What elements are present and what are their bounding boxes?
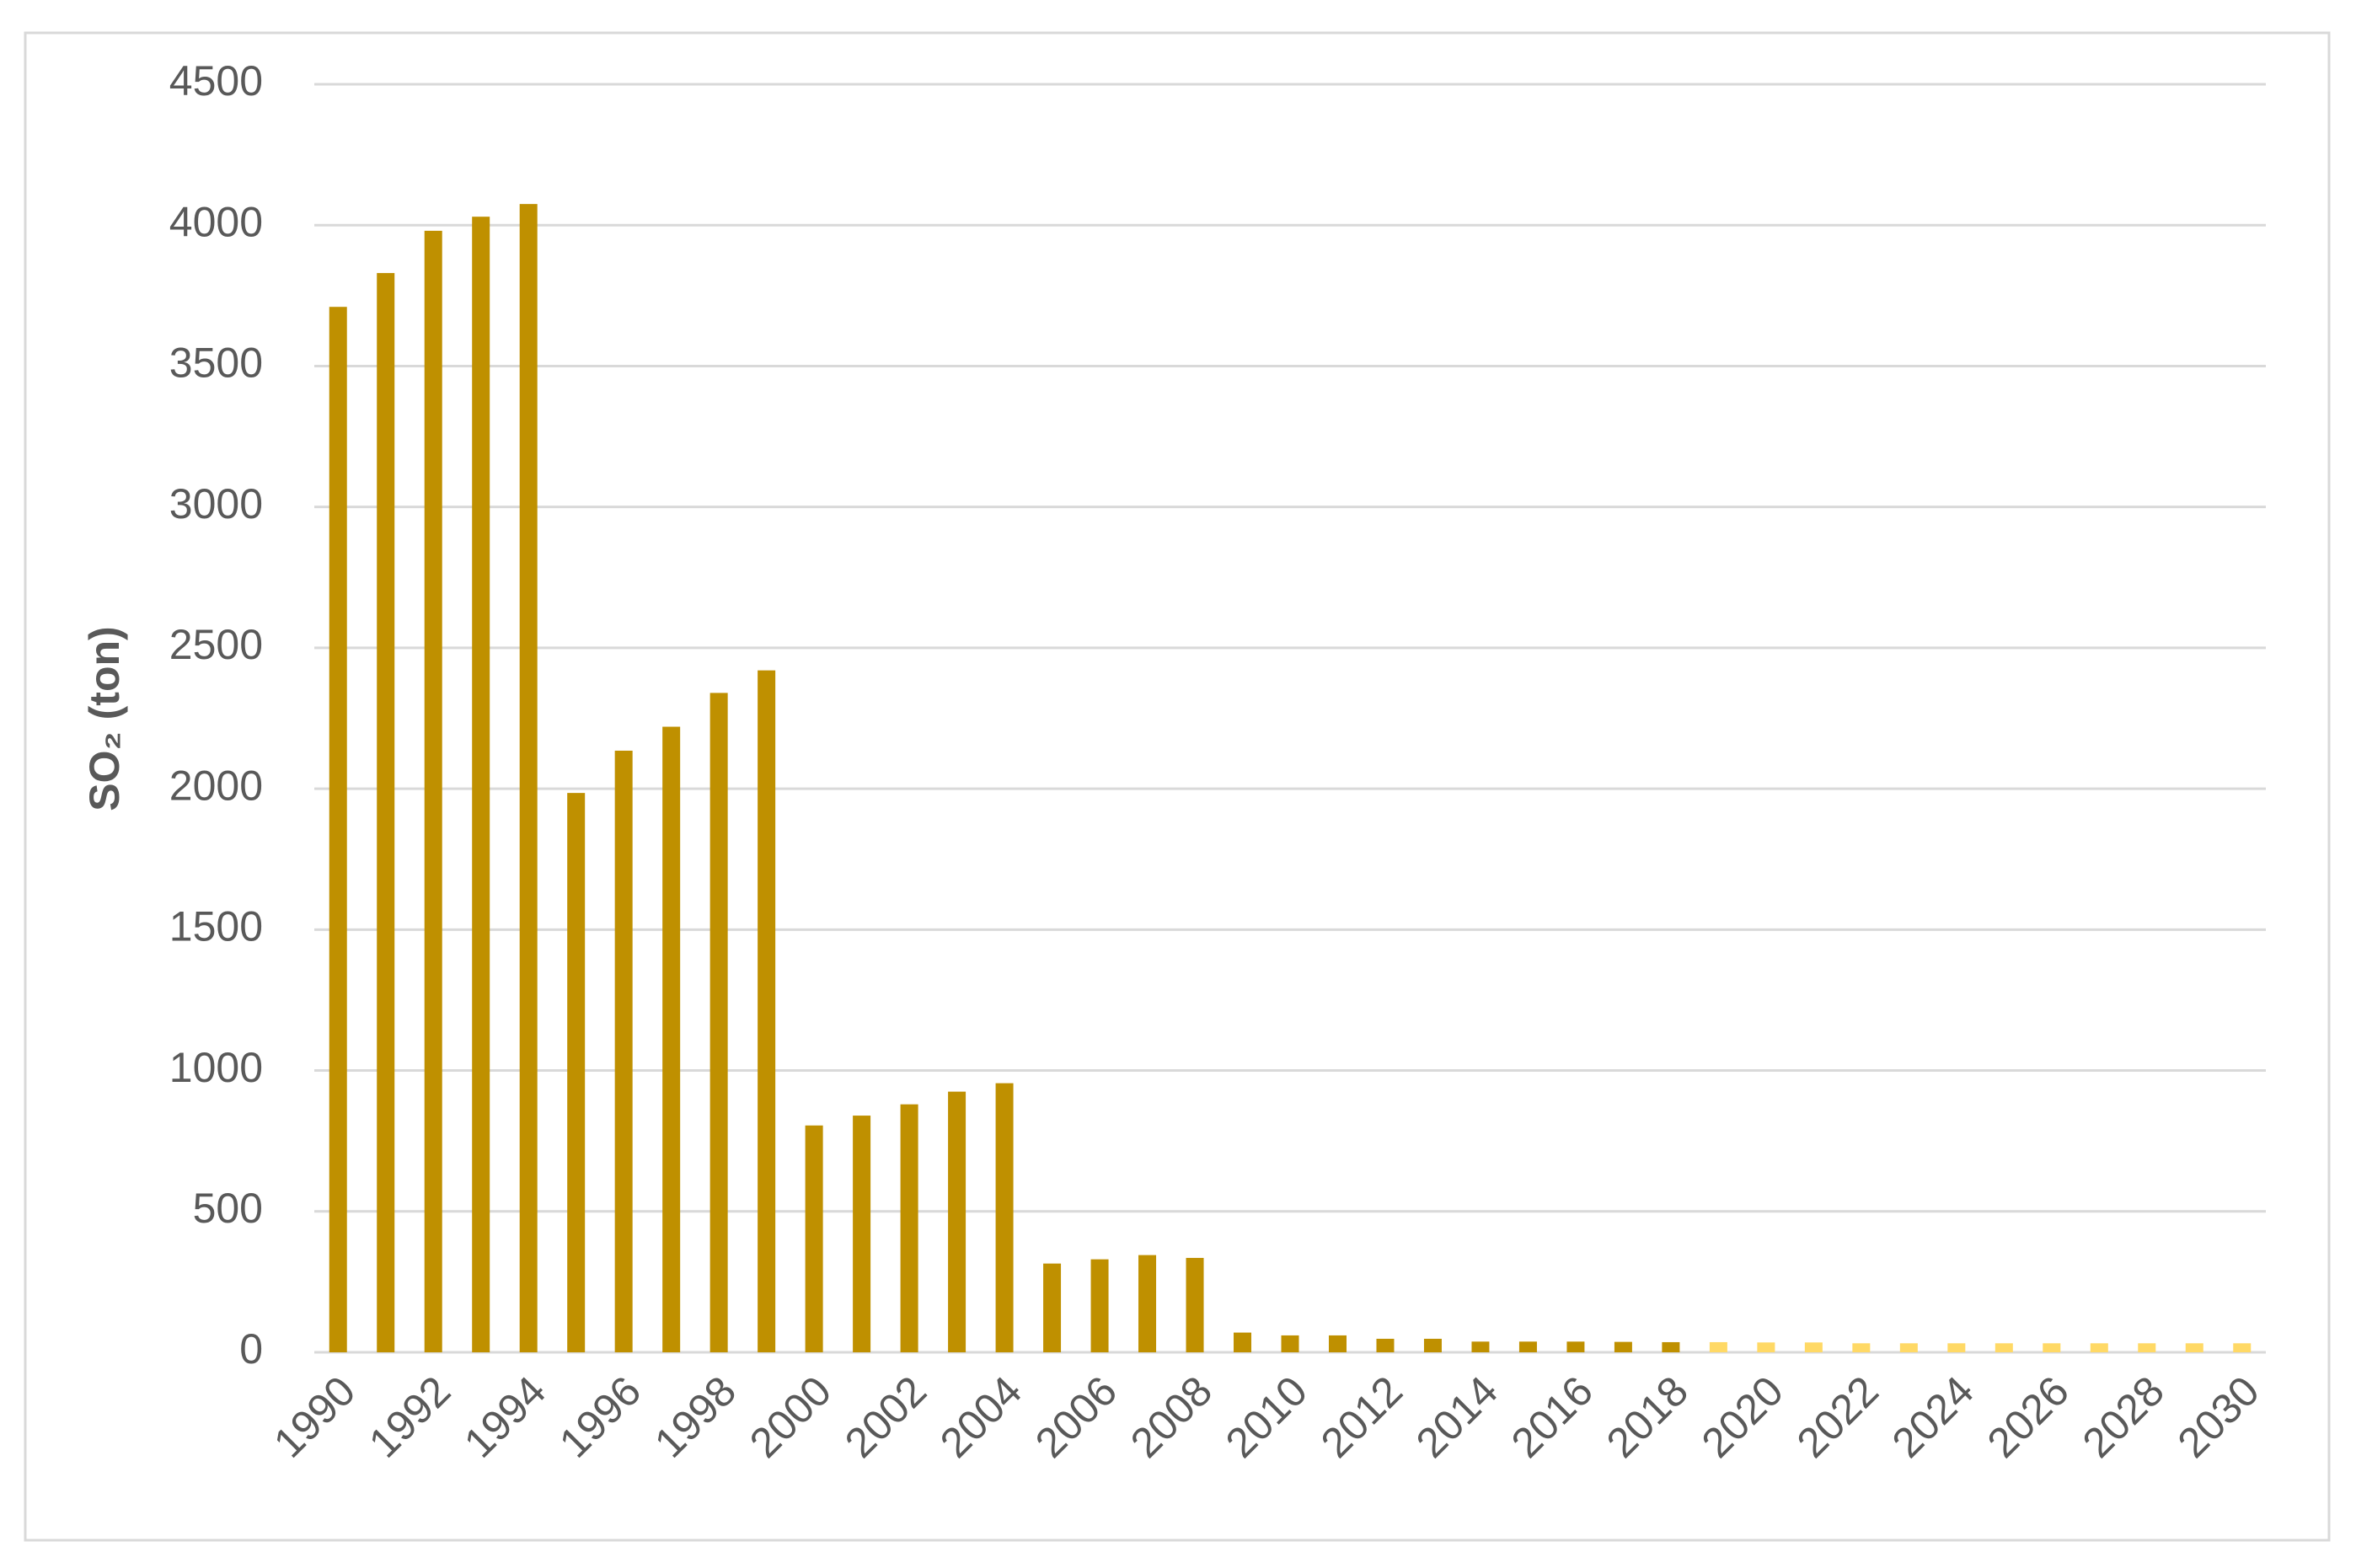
bar — [1614, 1341, 1632, 1352]
bar — [1471, 1341, 1490, 1352]
y-tick-label: 0 — [239, 1325, 263, 1373]
bar — [1234, 1332, 1252, 1352]
y-tick-label: 4500 — [169, 57, 263, 104]
bar — [1804, 1342, 1823, 1352]
bar — [519, 204, 538, 1352]
bar — [805, 1125, 823, 1352]
bar — [2233, 1343, 2252, 1352]
bar — [1138, 1255, 1157, 1352]
bar — [2043, 1343, 2061, 1352]
bar — [1899, 1343, 1918, 1352]
bar — [758, 670, 776, 1352]
y-tick-label: 4000 — [169, 198, 263, 245]
bar — [329, 307, 347, 1352]
bar — [1852, 1343, 1871, 1352]
bar — [1662, 1341, 1680, 1352]
y-axis-label: SO₂ (ton) — [81, 626, 128, 811]
bar — [2185, 1343, 2203, 1352]
bar — [948, 1091, 966, 1352]
y-tick-label: 500 — [193, 1185, 263, 1232]
bar — [1518, 1341, 1537, 1352]
bar — [1281, 1335, 1299, 1352]
bar — [1947, 1343, 1966, 1352]
bar — [1186, 1257, 1204, 1352]
bar — [377, 273, 395, 1353]
y-tick-label: 1500 — [169, 903, 263, 950]
y-tick-label: 2000 — [169, 762, 263, 809]
bar — [2138, 1343, 2156, 1352]
bar — [853, 1116, 871, 1352]
bar — [1043, 1263, 1062, 1352]
bar — [709, 693, 728, 1352]
bar — [662, 726, 681, 1352]
y-tick-label: 1000 — [169, 1044, 263, 1091]
bar — [1423, 1338, 1442, 1352]
bar — [1709, 1341, 1727, 1352]
chart-frame — [24, 31, 2331, 1542]
bar — [614, 750, 633, 1352]
y-tick-label: 3500 — [169, 340, 263, 387]
y-tick-label: 2500 — [169, 621, 263, 668]
bar — [1566, 1341, 1585, 1352]
bar — [472, 217, 490, 1352]
bar — [424, 230, 442, 1352]
bar — [1090, 1259, 1109, 1352]
bar — [1328, 1335, 1347, 1352]
bar — [1376, 1338, 1395, 1352]
bar — [1995, 1343, 2013, 1352]
bar — [900, 1104, 918, 1352]
bar — [567, 793, 586, 1352]
bar — [995, 1083, 1014, 1352]
bar — [2090, 1343, 2108, 1352]
y-tick-label: 3000 — [169, 480, 263, 527]
bar — [1757, 1342, 1775, 1352]
